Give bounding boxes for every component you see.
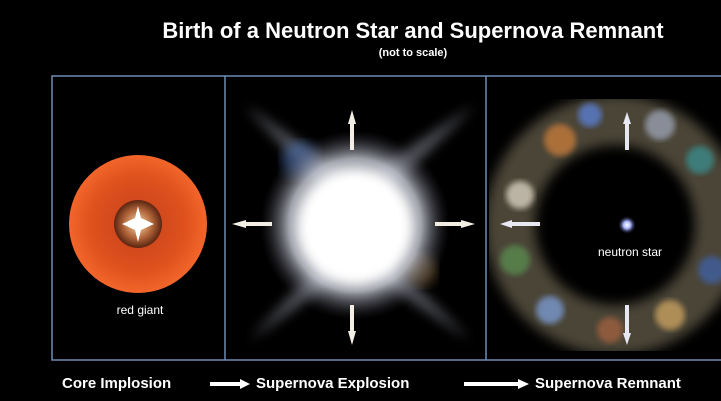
nebula-blob [578, 103, 602, 127]
nebula-blob [686, 146, 714, 174]
blast-core [300, 173, 410, 283]
nebula-blob [544, 124, 576, 156]
nebula-blob [645, 110, 675, 140]
stage-label: Supernova Explosion [256, 375, 409, 392]
nebula-blob [536, 296, 564, 324]
diagram: Birth of a Neutron Star and Supernova Re… [0, 0, 721, 401]
nebula-blob [506, 181, 534, 209]
stage-label: Core Implosion [62, 375, 171, 392]
nebula-blob [597, 317, 623, 343]
neutron-star [618, 216, 636, 234]
subtitle: (not to scale) [379, 47, 448, 59]
nebula-blob [655, 300, 685, 330]
nebula-blob [500, 245, 530, 275]
title: Birth of a Neutron Star and Supernova Re… [162, 18, 664, 43]
stage-arrow [210, 379, 250, 389]
stage-arrow [464, 379, 529, 389]
panel-label: red giant [117, 303, 164, 317]
page: Birth of a Neutron Star and Supernova Re… [0, 0, 721, 401]
stage-label: Supernova Remnant [535, 375, 681, 392]
panel-label: neutron star [598, 245, 662, 259]
